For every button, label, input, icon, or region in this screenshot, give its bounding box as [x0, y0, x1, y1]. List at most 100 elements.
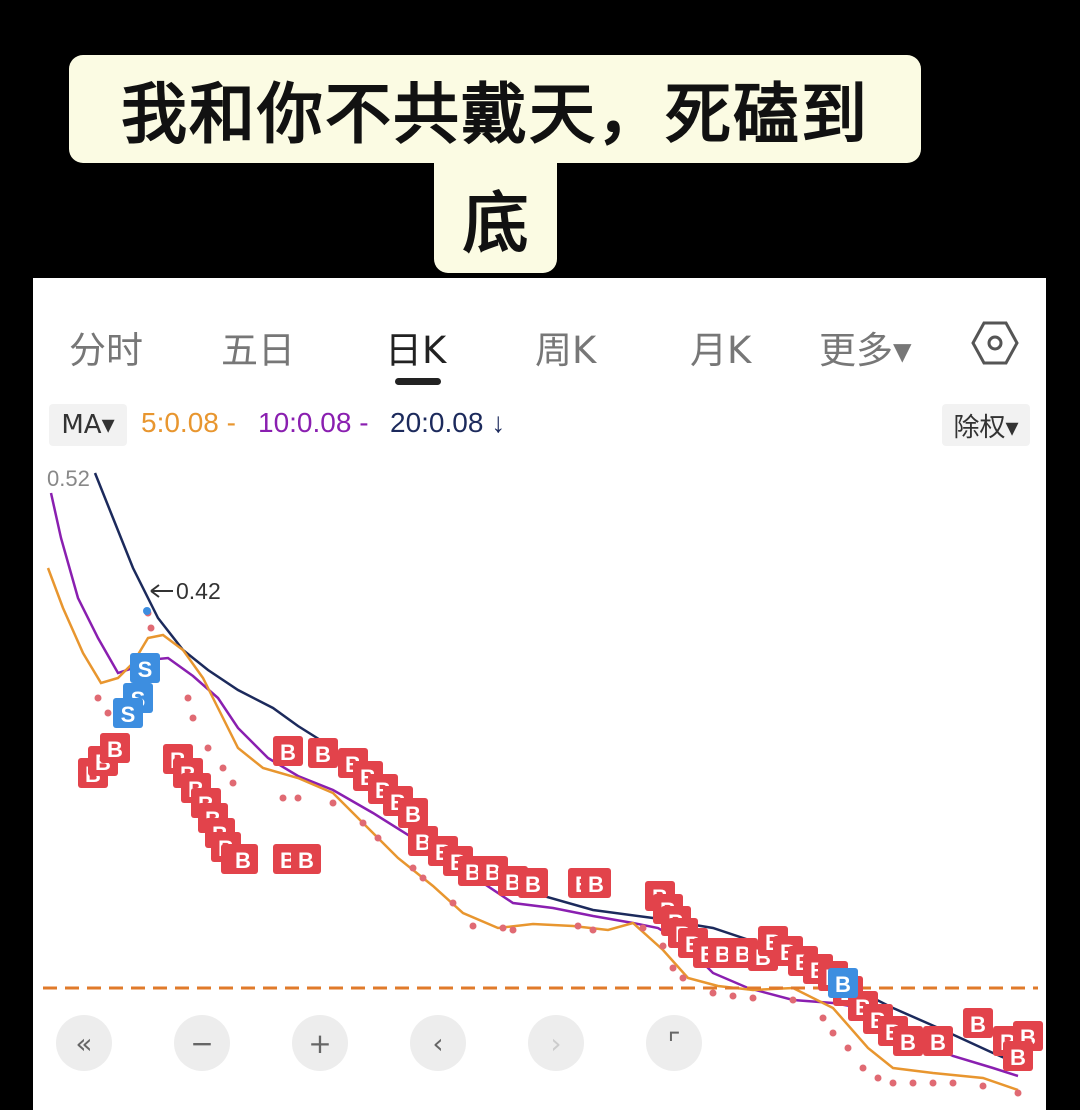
svg-text:S: S	[138, 657, 153, 682]
buy-signal: B	[398, 798, 428, 828]
buy-signal: B	[828, 968, 858, 998]
buy-signal: B	[273, 736, 303, 766]
active-tab-indicator	[395, 378, 441, 385]
buy-signal: B	[518, 868, 548, 898]
prev-icon[interactable]: ‹	[410, 1015, 466, 1071]
zoom-in-icon[interactable]: +	[292, 1015, 348, 1071]
svg-text:B: B	[735, 942, 751, 967]
buy-signal: B	[893, 1026, 923, 1056]
price-dot	[639, 924, 647, 932]
buy-signal: B	[291, 844, 321, 874]
price-dot	[844, 1044, 852, 1052]
price-dot	[204, 744, 212, 752]
price-dot	[374, 834, 382, 842]
svg-text:B: B	[315, 742, 331, 767]
price-dot	[929, 1079, 937, 1087]
price-dot	[509, 926, 517, 934]
svg-text:B: B	[970, 1012, 986, 1037]
tab-weekly-k[interactable]: 周K	[535, 329, 597, 372]
svg-text:B: B	[235, 848, 251, 873]
buy-signal: B	[308, 738, 338, 768]
price-dot	[589, 926, 597, 934]
price-dot	[359, 819, 367, 827]
ma5-value: 5:0.08 -	[141, 407, 236, 438]
buy-signal: B	[923, 1026, 953, 1056]
price-dot	[789, 996, 797, 1004]
zoom-out-icon[interactable]: −	[174, 1015, 230, 1071]
price-dot	[709, 989, 717, 997]
tab-five-day[interactable]: 五日	[221, 329, 295, 372]
svg-text:B: B	[505, 870, 521, 895]
price-dot	[909, 1079, 917, 1087]
svg-text:B: B	[588, 872, 604, 897]
price-dot	[189, 714, 197, 722]
price-dot	[574, 922, 582, 930]
price-dot	[409, 864, 417, 872]
tab-daily-k[interactable]: 日K	[385, 329, 447, 372]
price-dot	[669, 964, 677, 972]
buy-signal: B	[963, 1008, 993, 1038]
price-dot	[229, 779, 237, 787]
price-dot	[219, 764, 227, 772]
svg-text:B: B	[107, 737, 123, 762]
ma10-value: 10:0.08 -	[258, 407, 369, 438]
tab-monthly-k[interactable]: 月K	[690, 329, 752, 372]
caption-line-1: 我和你不共戴天，死磕到	[69, 55, 921, 163]
price-dot	[449, 899, 457, 907]
double-left-icon[interactable]: «	[56, 1015, 112, 1071]
price-dot	[859, 1064, 867, 1072]
price-dot	[729, 992, 737, 1000]
tab-intraday[interactable]: 分时	[69, 329, 143, 372]
price-dot	[829, 1029, 837, 1037]
hexagon-settings-icon[interactable]	[971, 320, 1019, 366]
svg-text:B: B	[930, 1030, 946, 1055]
price-dot	[419, 874, 427, 882]
price-dot	[679, 974, 687, 982]
price-dot	[979, 1082, 987, 1090]
svg-text:B: B	[485, 860, 501, 885]
high-point-dot	[143, 607, 151, 615]
ma5-line	[46, 567, 1019, 1092]
ma20-line	[93, 472, 1024, 1068]
price-dot	[1014, 1089, 1022, 1097]
ma-indicator-select[interactable]: MA▾	[49, 404, 127, 446]
price-dot	[104, 709, 112, 717]
price-dot	[329, 799, 337, 807]
svg-text:B: B	[465, 860, 481, 885]
price-dot	[499, 924, 507, 932]
buy-signal: B	[100, 733, 130, 763]
svg-text:B: B	[1010, 1045, 1026, 1070]
sell-signal: S	[130, 653, 160, 683]
price-dot	[889, 1079, 897, 1087]
price-dot	[294, 794, 302, 802]
price-dot	[949, 1079, 957, 1087]
fullscreen-icon[interactable]: ⌜	[646, 1015, 702, 1071]
svg-text:B: B	[405, 802, 421, 827]
tab-more[interactable]: 更多▾	[819, 329, 912, 372]
buy-signal: B	[228, 844, 258, 874]
ma20-value: 20:0.08 ↓	[390, 407, 506, 438]
price-dot	[184, 694, 192, 702]
price-dot	[659, 942, 667, 950]
svg-text:B: B	[900, 1030, 916, 1055]
price-dot	[147, 624, 155, 632]
svg-text:B: B	[835, 972, 851, 997]
high-marker-label: 0.42	[176, 578, 221, 604]
price-dot	[874, 1074, 882, 1082]
adjust-select[interactable]: 除权▾	[942, 404, 1030, 446]
price-dot	[279, 794, 287, 802]
svg-text:S: S	[121, 702, 136, 727]
y-max-label: 0.52	[47, 466, 90, 491]
price-dot	[819, 1014, 827, 1022]
caption-line-2: 底	[434, 163, 557, 273]
high-marker-arrowhead	[150, 584, 160, 598]
svg-text:B: B	[280, 740, 296, 765]
buy-signal: B	[1003, 1041, 1033, 1071]
buy-signal: B	[581, 868, 611, 898]
svg-text:B: B	[715, 942, 731, 967]
next-icon[interactable]: ›	[528, 1015, 584, 1071]
svg-text:B: B	[415, 830, 431, 855]
kline-panel: 分时 五日 日K 周K 月K 更多▾ MA▾ 5:0.08 - 10:0.08 …	[33, 278, 1046, 1110]
kline-chart[interactable]: BBBBBBBBBBBBBBBBBBBBBBBBBBBBBBBBBBBBBBBB…	[33, 278, 1046, 1110]
price-dot	[749, 994, 757, 1002]
